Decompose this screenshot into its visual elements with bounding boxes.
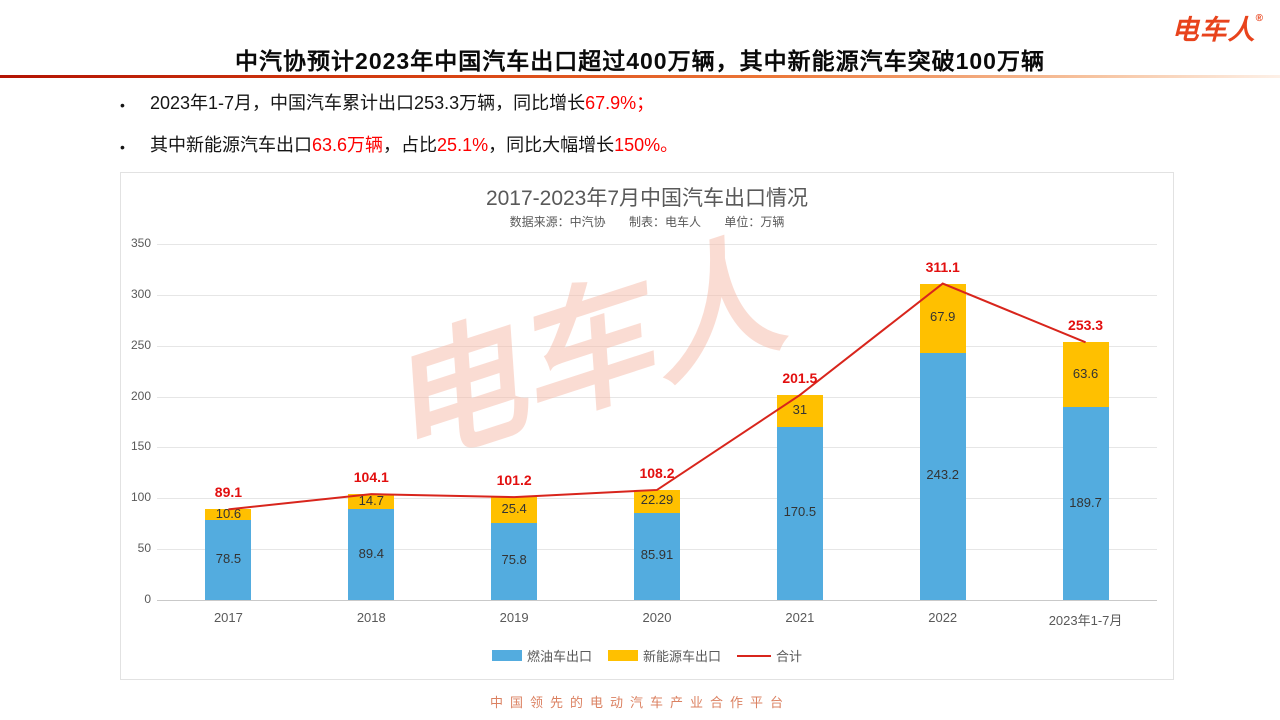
- fuel-value-label: 243.2: [926, 467, 959, 483]
- nev-bar-segment: [205, 509, 252, 521]
- bullet-2-black-3: ，同比大幅增长: [488, 135, 615, 155]
- fuel-value-label: 85.91: [640, 547, 674, 563]
- nev-value-label: 63.6: [1072, 365, 1099, 381]
- legend-fuel-label: 燃油车出口: [526, 649, 592, 664]
- total-value-label: 101.2: [496, 472, 532, 489]
- chart-title: 2017-2023年7月中国汽车出口情况: [485, 187, 809, 210]
- y-axis-tick-label: 200: [130, 388, 151, 403]
- bullet-2: • 其中新能源汽车出口63.6万辆，占比25.1%，同比大幅增长150%。: [120, 132, 1120, 160]
- gridline: [157, 600, 1157, 601]
- bullet-1: • 2023年1-7月，中国汽车累计出口253.3万辆，同比增长67.9%；: [120, 90, 1120, 118]
- brand-logo-text: 电车人: [1171, 15, 1256, 45]
- registered-trademark-icon: ®: [1255, 13, 1264, 24]
- fuel-swatch-icon: [491, 650, 522, 661]
- fuel-bar-segment: [634, 512, 680, 600]
- x-axis-tick-label: 2023年1-7月: [1048, 613, 1123, 628]
- fuel-value-label: 89.4: [358, 545, 384, 561]
- fuel-bar-segment: [348, 509, 395, 600]
- x-axis-tick-label: 2021: [785, 610, 815, 625]
- bullet-1-red: 67.9%；: [585, 93, 655, 113]
- brand-logo: 电车人®: [1172, 8, 1264, 47]
- bullet-2-red-2: 25.1%: [437, 135, 489, 155]
- legend-nev-label: 新能源车出口: [642, 649, 721, 664]
- nev-swatch-icon: [607, 650, 638, 661]
- chart-maker-label: 制表：电车人: [628, 215, 701, 229]
- nev-value-label: 10.6: [215, 505, 242, 521]
- total-value-label: 253.3: [1068, 317, 1104, 334]
- total-line-swatch-icon: [737, 654, 771, 657]
- fuel-value-label: 78.5: [215, 551, 242, 567]
- nev-value-label: 25.4: [501, 500, 527, 516]
- gridline: [157, 447, 1157, 449]
- total-value-label: 89.1: [214, 484, 243, 501]
- gridline: [157, 396, 1157, 398]
- x-axis-tick-label: 2017: [213, 610, 243, 625]
- x-axis-tick-label: 2018: [356, 610, 386, 625]
- chart-panel: 电车人 2017-2023年7月中国汽车出口情况 数据来源：中汽协 制表：电车人…: [120, 172, 1174, 680]
- bullet-2-red-3: 150%。: [614, 135, 679, 155]
- gridline: [157, 244, 1157, 245]
- fuel-bar-segment: [205, 520, 252, 600]
- footer-tagline: 中国领先的电动汽车产业合作平台: [489, 695, 790, 710]
- y-axis-tick-label: 300: [130, 286, 151, 301]
- nev-value-label: 22.29: [640, 492, 674, 508]
- bullet-2-text: 其中新能源汽车出口63.6万辆，占比25.1%，同比大幅增长150%。: [150, 132, 678, 160]
- data-source-label: 数据来源：中汽协: [509, 215, 606, 229]
- bullet-1-text: 2023年1-7月，中国汽车累计出口253.3万辆，同比增长67.9%；: [150, 90, 654, 118]
- gridline: [157, 294, 1157, 296]
- plot-area: 0 50 100 150 200 250 300 350 78.5 10.6 89.1 2017 89.…: [131, 236, 1157, 628]
- bullet-2-black-1: 其中新能源汽车出口: [150, 135, 312, 155]
- fuel-value-label: 189.7: [1069, 494, 1102, 510]
- summary-bullets: • 2023年1-7月，中国汽车累计出口253.3万辆，同比增长67.9%； •…: [120, 90, 1120, 174]
- bullet-1-black: 2023年1-7月，中国汽车累计出口253.3万辆，同比增长: [150, 93, 586, 113]
- fuel-bar-segment: [491, 522, 538, 600]
- fuel-value-label: 75.8: [501, 552, 527, 568]
- nev-value-label: 31: [792, 401, 808, 417]
- y-axis-tick-label: 50: [137, 541, 151, 556]
- y-axis-tick-label: 350: [130, 236, 151, 250]
- x-axis-tick-label: 2020: [642, 610, 672, 625]
- bullet-2-red-1: 63.6万辆: [312, 135, 384, 155]
- page-title: 中汽协预计2023年中国汽车出口超过400万辆，其中新能源汽车突破100万辆: [235, 48, 1045, 74]
- legend-total-label: 合计: [776, 649, 803, 664]
- total-value-label: 201.5: [782, 370, 818, 387]
- unit-label: 单位：万辆: [724, 215, 785, 229]
- chart-subtitle: 数据来源：中汽协 制表：电车人 单位：万辆: [121, 213, 1173, 230]
- chart-legend: 燃油车出口 新能源车出口 合计: [121, 646, 1173, 665]
- y-axis-tick-label: 250: [130, 337, 151, 352]
- gridline: [157, 345, 1157, 347]
- bullet-icon: •: [120, 139, 125, 155]
- legend-item-nev: 新能源车出口: [607, 646, 721, 665]
- bullet-2-black-2: ，占比: [383, 135, 438, 155]
- x-axis-tick-label: 2019: [499, 610, 529, 625]
- fuel-value-label: 170.5: [783, 504, 817, 520]
- x-axis-tick-label: 2022: [928, 610, 958, 625]
- y-axis-tick-label: 0: [144, 592, 151, 606]
- total-value-label: 108.2: [639, 464, 675, 481]
- total-value-label: 311.1: [925, 258, 960, 275]
- title-divider: [0, 75, 1280, 78]
- y-axis-tick-label: 100: [130, 490, 151, 505]
- total-value-label: 104.1: [353, 469, 389, 486]
- y-axis-tick-label: 150: [130, 439, 151, 454]
- bullet-icon: •: [120, 97, 125, 113]
- nev-value-label: 67.9: [930, 309, 956, 325]
- legend-item-total: 合计: [737, 646, 802, 665]
- legend-item-fuel: 燃油车出口: [491, 646, 592, 665]
- nev-value-label: 14.7: [358, 492, 384, 508]
